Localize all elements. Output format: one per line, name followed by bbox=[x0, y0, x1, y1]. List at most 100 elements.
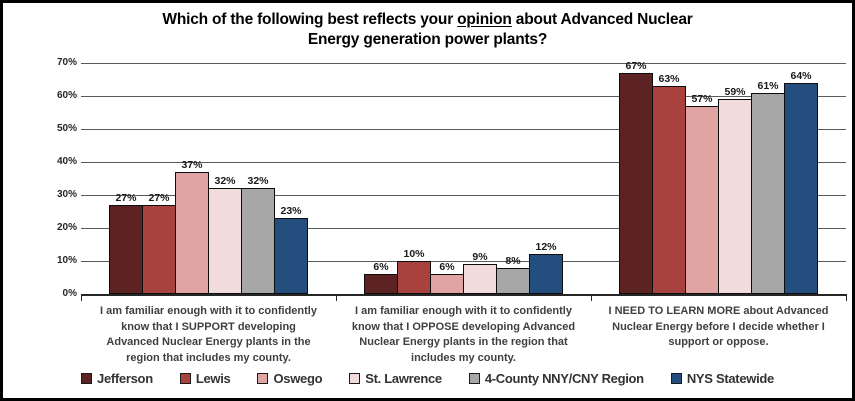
legend-label: St. Lawrence bbox=[365, 371, 442, 386]
gridline bbox=[81, 129, 846, 130]
legend-label: Oswego bbox=[273, 371, 323, 386]
bar-value-label: 27% bbox=[115, 191, 137, 204]
legend-item-nys-statewide: NYS Statewide bbox=[670, 371, 774, 386]
legend-item-oswego: Oswego bbox=[257, 371, 323, 386]
bar-nys-statewide bbox=[529, 254, 563, 294]
chart-title-line1: Which of the following best reflects you… bbox=[3, 10, 852, 30]
bar-cell: 8% bbox=[496, 255, 530, 294]
category-labels-row: I am familiar enough with it to confiden… bbox=[81, 304, 846, 366]
category-label: I am familiar enough with it to confiden… bbox=[351, 305, 576, 364]
legend-item-4-county-nny-cny-region: 4-County NNY/CNY Region bbox=[468, 371, 644, 386]
bar-value-label: 37% bbox=[181, 158, 203, 171]
bar-4-county-nny-cny-region bbox=[496, 267, 530, 294]
legend-item-st-lawrence: St. Lawrence bbox=[349, 371, 442, 386]
gridline bbox=[81, 96, 846, 97]
legend-label: Jefferson bbox=[97, 371, 153, 386]
bar-value-label: 6% bbox=[439, 261, 455, 274]
bar-value-label: 64% bbox=[790, 69, 812, 82]
title-text-pre: Which of the following best reflects you… bbox=[162, 11, 458, 28]
gridline bbox=[81, 63, 846, 64]
gridline bbox=[81, 228, 846, 229]
bar-value-label: 59% bbox=[724, 86, 746, 99]
bar-st-lawrence bbox=[718, 99, 752, 294]
bar-lewis bbox=[397, 261, 431, 294]
bar-cell: 10% bbox=[397, 248, 431, 294]
bar-cell: 6% bbox=[430, 261, 464, 294]
bar-cell: 67% bbox=[619, 60, 653, 294]
category-label: I NEED TO LEARN MORE about Advanced Nucl… bbox=[608, 305, 829, 348]
bar-st-lawrence bbox=[463, 264, 497, 294]
bar-jefferson bbox=[619, 72, 653, 294]
bar-4-county-nny-cny-region bbox=[241, 188, 275, 294]
bar-group: 67% 63% 57% 59% 61% 64% bbox=[591, 60, 846, 294]
bar-value-label: 23% bbox=[280, 205, 302, 218]
bar-group: 27% 27% 37% 32% 32% 23% bbox=[81, 63, 336, 294]
x-axis-tick bbox=[336, 294, 337, 301]
bars-area: 27% 27% 37% 32% 32% 23% 6% 10% 6% 9% 8% 12% 67% 63% 57… bbox=[81, 60, 846, 294]
bar-value-label: 12% bbox=[535, 241, 557, 254]
y-axis-tick-label: 50% bbox=[56, 123, 77, 134]
bar-cell: 64% bbox=[784, 70, 818, 294]
bar-value-label: 32% bbox=[247, 175, 269, 188]
gridline bbox=[81, 162, 846, 163]
title-text-post: about Advanced Nuclear bbox=[511, 11, 693, 28]
legend-swatch bbox=[81, 373, 93, 384]
chart-title: Which of the following best reflects you… bbox=[3, 10, 852, 50]
bar-value-label: 6% bbox=[373, 261, 389, 274]
bar-cell: 61% bbox=[751, 80, 785, 294]
bar-value-label: 32% bbox=[214, 175, 236, 188]
bar-lewis bbox=[142, 204, 176, 294]
bar-oswego bbox=[175, 171, 209, 294]
chart-legend: Jefferson Lewis Oswego St. Lawrence 4-County… bbox=[3, 371, 852, 386]
legend-item-jefferson: Jefferson bbox=[81, 371, 153, 386]
bar-value-label: 10% bbox=[403, 248, 425, 260]
gridline bbox=[81, 195, 846, 196]
y-axis-tick-label: 30% bbox=[56, 189, 77, 200]
legend-swatch bbox=[257, 373, 269, 384]
bar-cell: 32% bbox=[241, 175, 275, 294]
y-axis-tick-label: 70% bbox=[56, 57, 77, 68]
bar-lewis bbox=[652, 86, 686, 294]
bar-cell: 23% bbox=[274, 205, 308, 294]
bar-cell: 37% bbox=[175, 159, 209, 294]
legend-label: 4-County NNY/CNY Region bbox=[484, 371, 644, 386]
bar-value-label: 57% bbox=[691, 92, 713, 105]
legend-swatch bbox=[468, 373, 480, 384]
bar-4-county-nny-cny-region bbox=[751, 92, 785, 294]
bar-value-label: 27% bbox=[148, 191, 170, 204]
y-axis-tick-label: 0% bbox=[62, 288, 77, 299]
plot-area: 0% 10% 20% 30% 40% 50% 60% 70% 27% 27% 37% 32% 32% 2… bbox=[3, 3, 852, 398]
bar-value-label: 8% bbox=[505, 254, 521, 267]
bar-cell: 27% bbox=[109, 192, 143, 294]
bar-value-label: 61% bbox=[757, 79, 779, 92]
legend-swatch bbox=[349, 373, 361, 384]
bar-cell: 6% bbox=[364, 261, 398, 294]
category-label: I am familiar enough with it to confiden… bbox=[100, 305, 317, 364]
gridline bbox=[81, 261, 846, 262]
bar-cell: 63% bbox=[652, 73, 686, 294]
legend-swatch bbox=[179, 373, 191, 384]
bar-cell: 57% bbox=[685, 93, 719, 294]
bar-oswego bbox=[430, 274, 464, 294]
bar-cell: 32% bbox=[208, 175, 242, 294]
bar-group: 6% 10% 6% 9% 8% 12% bbox=[336, 63, 591, 294]
y-axis-tick-label: 20% bbox=[56, 222, 77, 233]
bar-value-label: 9% bbox=[472, 251, 488, 264]
legend-label: NYS Statewide bbox=[686, 371, 774, 386]
y-axis-tick-label: 60% bbox=[56, 90, 77, 101]
legend-label: Lewis bbox=[195, 371, 231, 386]
x-axis-tick bbox=[846, 294, 847, 301]
bar-value-label: 63% bbox=[658, 73, 680, 86]
bar-jefferson bbox=[109, 204, 143, 294]
bar-cell: 27% bbox=[142, 192, 176, 294]
bar-jefferson bbox=[364, 274, 398, 294]
x-axis-tick bbox=[591, 294, 592, 301]
y-axis-tick-label: 40% bbox=[56, 156, 77, 167]
legend-swatch bbox=[670, 373, 682, 384]
chart-title-line2: Energy generation power plants? bbox=[307, 31, 548, 48]
bar-oswego bbox=[685, 105, 719, 294]
bar-st-lawrence bbox=[208, 188, 242, 294]
bar-value-label: 67% bbox=[625, 59, 647, 72]
bar-nys-statewide bbox=[274, 218, 308, 294]
